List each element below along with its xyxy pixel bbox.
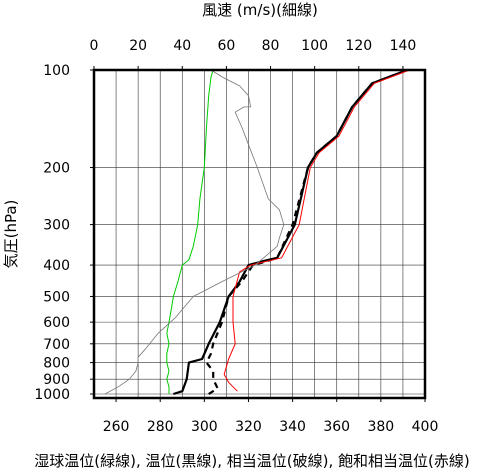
y-tick-label: 900	[43, 372, 70, 388]
grid	[94, 69, 425, 398]
y-tick-label: 500	[43, 289, 70, 305]
y-tick-label: 100	[43, 63, 70, 79]
top-axis-title: 風速 (m/s)(細線)	[202, 1, 318, 19]
y-axis-title: 気圧(hPa)	[2, 200, 20, 269]
plot-frame	[92, 68, 427, 400]
bottom-caption: 湿球温位(緑線), 温位(黒線), 相当温位(破線), 飽和相当温位(赤線)	[34, 452, 469, 470]
y-tick-label: 600	[43, 315, 70, 331]
x-top-tick-label: 20	[129, 38, 147, 54]
x-bottom-tick-label: 280	[147, 419, 174, 435]
x-bottom-tick-label: 400	[412, 419, 439, 435]
y-tick-label: 400	[43, 258, 70, 274]
x-bottom-tick-label: 360	[323, 419, 350, 435]
x-bottom-tick-label: 300	[191, 419, 218, 435]
y-tick-label: 300	[43, 218, 70, 234]
x-bottom-tick-label: 260	[103, 419, 130, 435]
axis-ticks: 260 280 300 320 340 360 380 400 0 20 40 60 80 100 120 1…	[34, 38, 438, 435]
series-line-wetbulb	[166, 69, 214, 394]
y-tick-label: 700	[43, 337, 70, 353]
x-bottom-tick-label: 320	[235, 419, 262, 435]
x-bottom-tick-label: 340	[279, 419, 306, 435]
x-top-tick-label: 100	[301, 38, 328, 54]
x-top-tick-label: 120	[345, 38, 372, 54]
series-line-theta_e	[205, 68, 408, 395]
x-top-tick-label: 0	[90, 38, 99, 54]
x-top-tick-label: 60	[217, 38, 235, 54]
x-top-tick-label: 80	[262, 38, 280, 54]
x-bottom-tick-label: 380	[367, 419, 394, 435]
plot-series	[104, 68, 410, 396]
y-tick-label: 1000	[34, 387, 70, 403]
x-top-tick-label: 140	[390, 38, 417, 54]
x-top-tick-label: 40	[173, 38, 191, 54]
y-tick-label: 800	[43, 356, 70, 372]
series-line-theta_es	[223, 69, 410, 392]
series-line-wind	[104, 69, 285, 395]
y-tick-label: 200	[43, 161, 70, 177]
